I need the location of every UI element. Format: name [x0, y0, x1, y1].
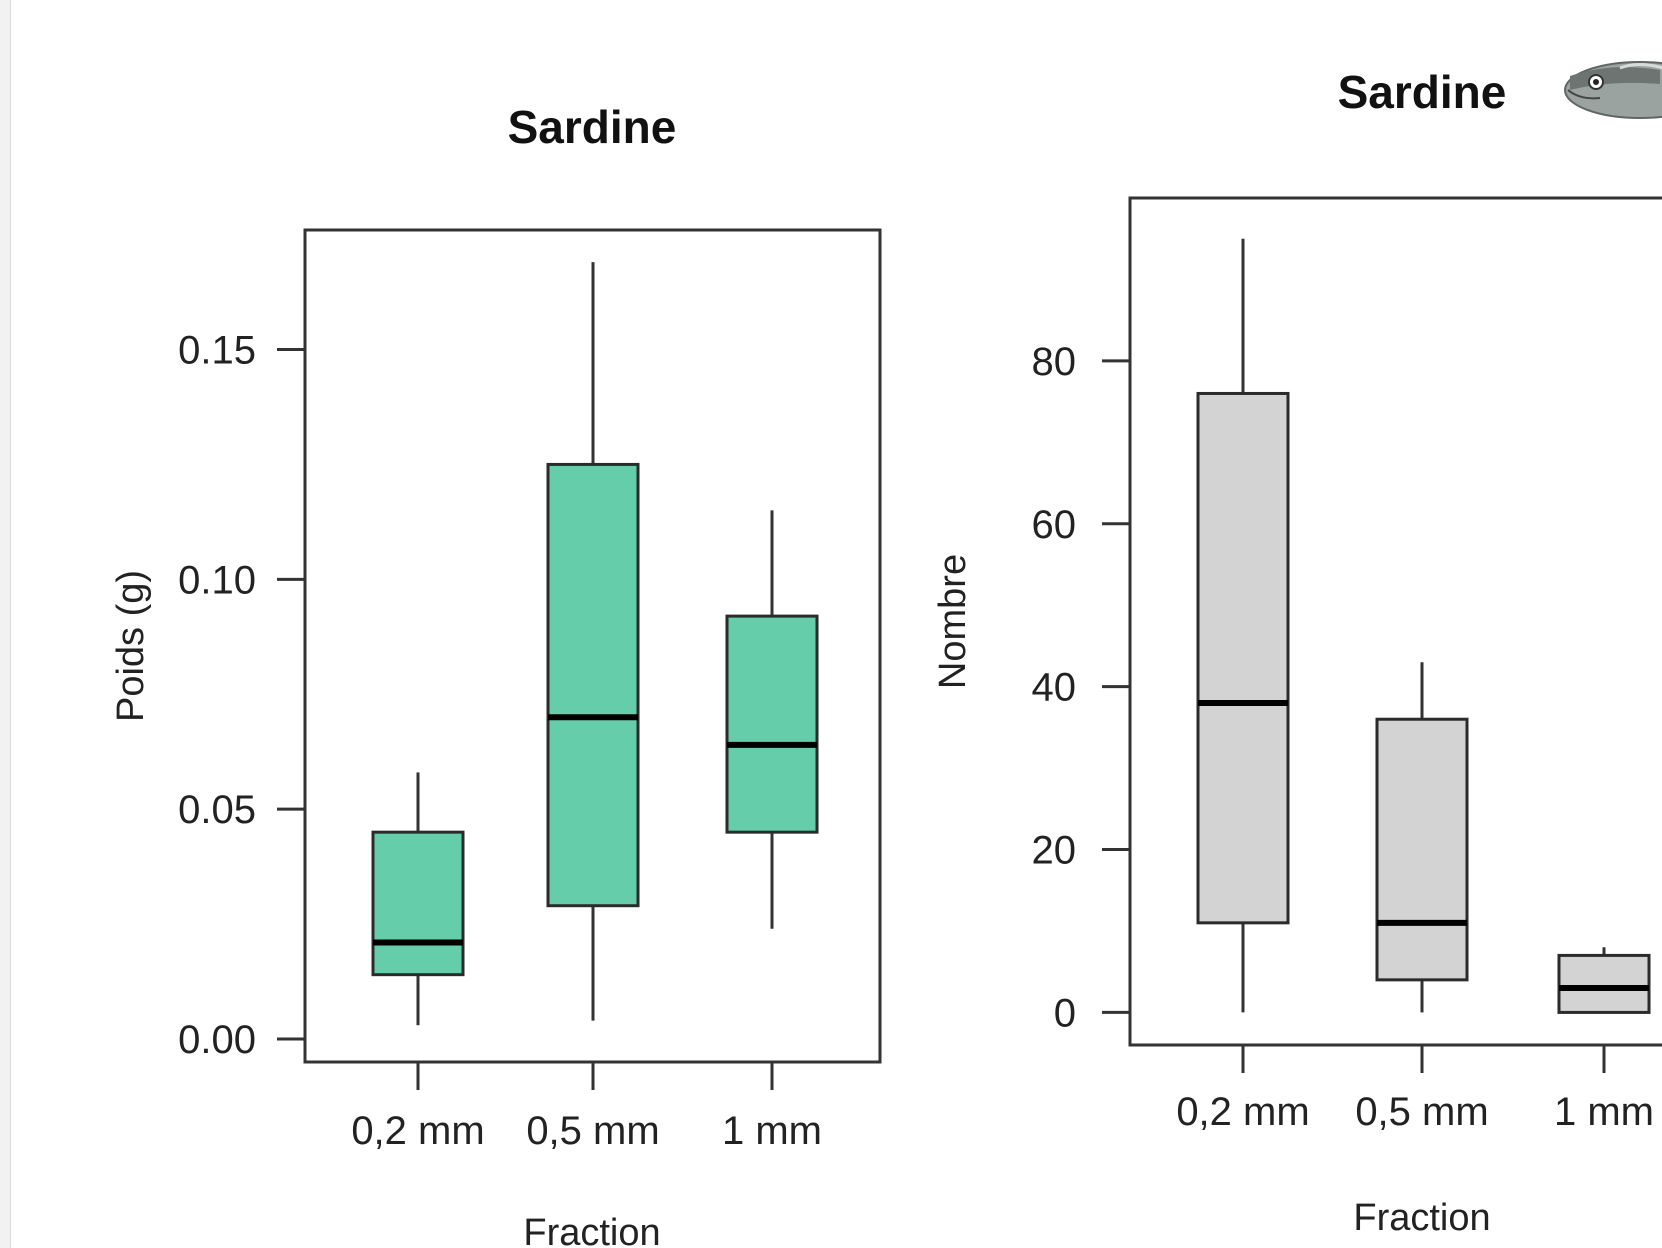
chart-nombre: Sardine 0 20 40 60 80 Nombre 0,2 mm 0,5 mm 1 mm Fr…	[932, 66, 1662, 1239]
x-tick-label: 0,5 mm	[1355, 1090, 1488, 1134]
y-tick-label: 0.00	[178, 1018, 256, 1062]
box-1	[371, 772, 465, 1026]
box-3	[725, 510, 819, 929]
y-tick-label: 0	[1054, 991, 1076, 1035]
box-3	[1557, 947, 1651, 1014]
box-body	[1375, 717, 1469, 982]
plot-frame	[1128, 196, 1662, 1047]
page-left-border	[0, 0, 11, 1248]
x-tick-label: 0,2 mm	[351, 1109, 484, 1153]
y-tick-label: 80	[1032, 340, 1077, 384]
box-body	[1196, 391, 1290, 925]
y-tick-label: 20	[1032, 829, 1077, 873]
x-tick-label: 1 mm	[722, 1109, 822, 1153]
box-body	[546, 462, 640, 908]
chart-title: Sardine	[508, 101, 677, 153]
x-tick-label: 0,5 mm	[526, 1109, 659, 1153]
y-axis-label: Nombre	[932, 554, 974, 689]
chart-title: Sardine	[1338, 66, 1507, 118]
box-body	[371, 830, 465, 977]
y-tick-label: 0.15	[178, 329, 256, 373]
chart-poids: Sardine 0.00 0.05 0.10 0.15 Poids (g) 0,2 mm 0,…	[110, 101, 882, 1248]
box-2	[1375, 662, 1469, 1013]
y-tick-label: 60	[1032, 503, 1077, 547]
fish-icon	[1564, 61, 1662, 119]
box-body	[725, 614, 819, 834]
x-tick-label: 0,2 mm	[1176, 1090, 1309, 1134]
x-axis-label: Fraction	[523, 1212, 660, 1248]
box-2	[546, 262, 640, 1021]
x-tick-label: 1 mm	[1554, 1090, 1654, 1134]
y-tick-label: 40	[1032, 666, 1077, 710]
y-axis-label: Poids (g)	[110, 570, 152, 722]
y-tick-label: 0.05	[178, 788, 256, 832]
box-body	[1557, 953, 1651, 1014]
box-1	[1196, 238, 1290, 1013]
x-axis-label: Fraction	[1353, 1197, 1490, 1239]
y-tick-label: 0.10	[178, 558, 256, 602]
